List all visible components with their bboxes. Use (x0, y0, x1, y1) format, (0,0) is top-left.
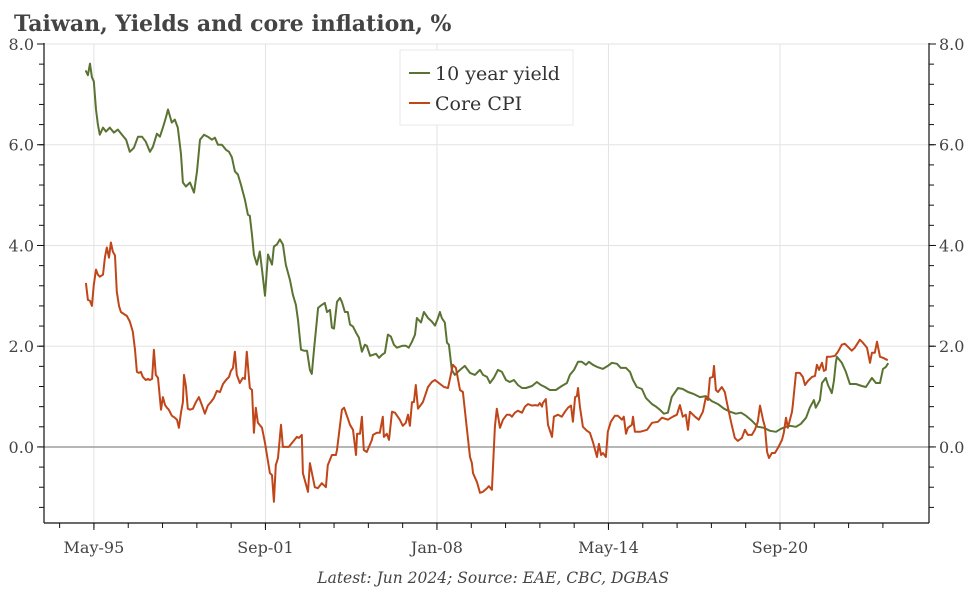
legend-label-core-cpi: Core CPI (435, 93, 522, 115)
series-lines (85, 62, 889, 503)
y-tick-label-left: 4.0 (9, 236, 34, 255)
series-line-10-year-yield (85, 62, 889, 433)
legend: 10 year yield Core CPI (399, 49, 574, 126)
axes: 0.0 0.0 2.0 2.0 4.0 4.0 6.0 6.0 8.0 8.0 May-95 Sep-… (9, 35, 965, 557)
chart-title: Taiwan, Yields and core inflation, % (14, 11, 452, 37)
x-tick-label: May-14 (578, 538, 639, 557)
y-tick-label-right: 0.0 (939, 438, 964, 457)
y-tick-label-right: 8.0 (939, 35, 964, 54)
y-tick-label-right: 2.0 (939, 337, 964, 356)
x-tick-label: May-95 (64, 538, 125, 557)
y-tick-label-right: 6.0 (939, 136, 964, 155)
x-tick-label: Jan-08 (409, 538, 463, 557)
legend-label-10-year-yield: 10 year yield (435, 63, 560, 85)
legend-box (399, 49, 574, 126)
chart-footer-source: Latest: Jun 2024; Source: EAE, CBC, DGBA… (316, 569, 669, 587)
y-tick-label-right: 4.0 (939, 236, 964, 255)
y-tick-label-left: 0.0 (9, 438, 34, 457)
series-line-core-cpi (85, 241, 888, 503)
y-tick-label-left: 8.0 (9, 35, 34, 54)
y-tick-label-left: 6.0 (9, 136, 34, 155)
x-tick-label: Sep-20 (752, 538, 808, 557)
y-tick-label-left: 2.0 (9, 337, 34, 356)
x-tick-label: Sep-01 (237, 538, 293, 557)
